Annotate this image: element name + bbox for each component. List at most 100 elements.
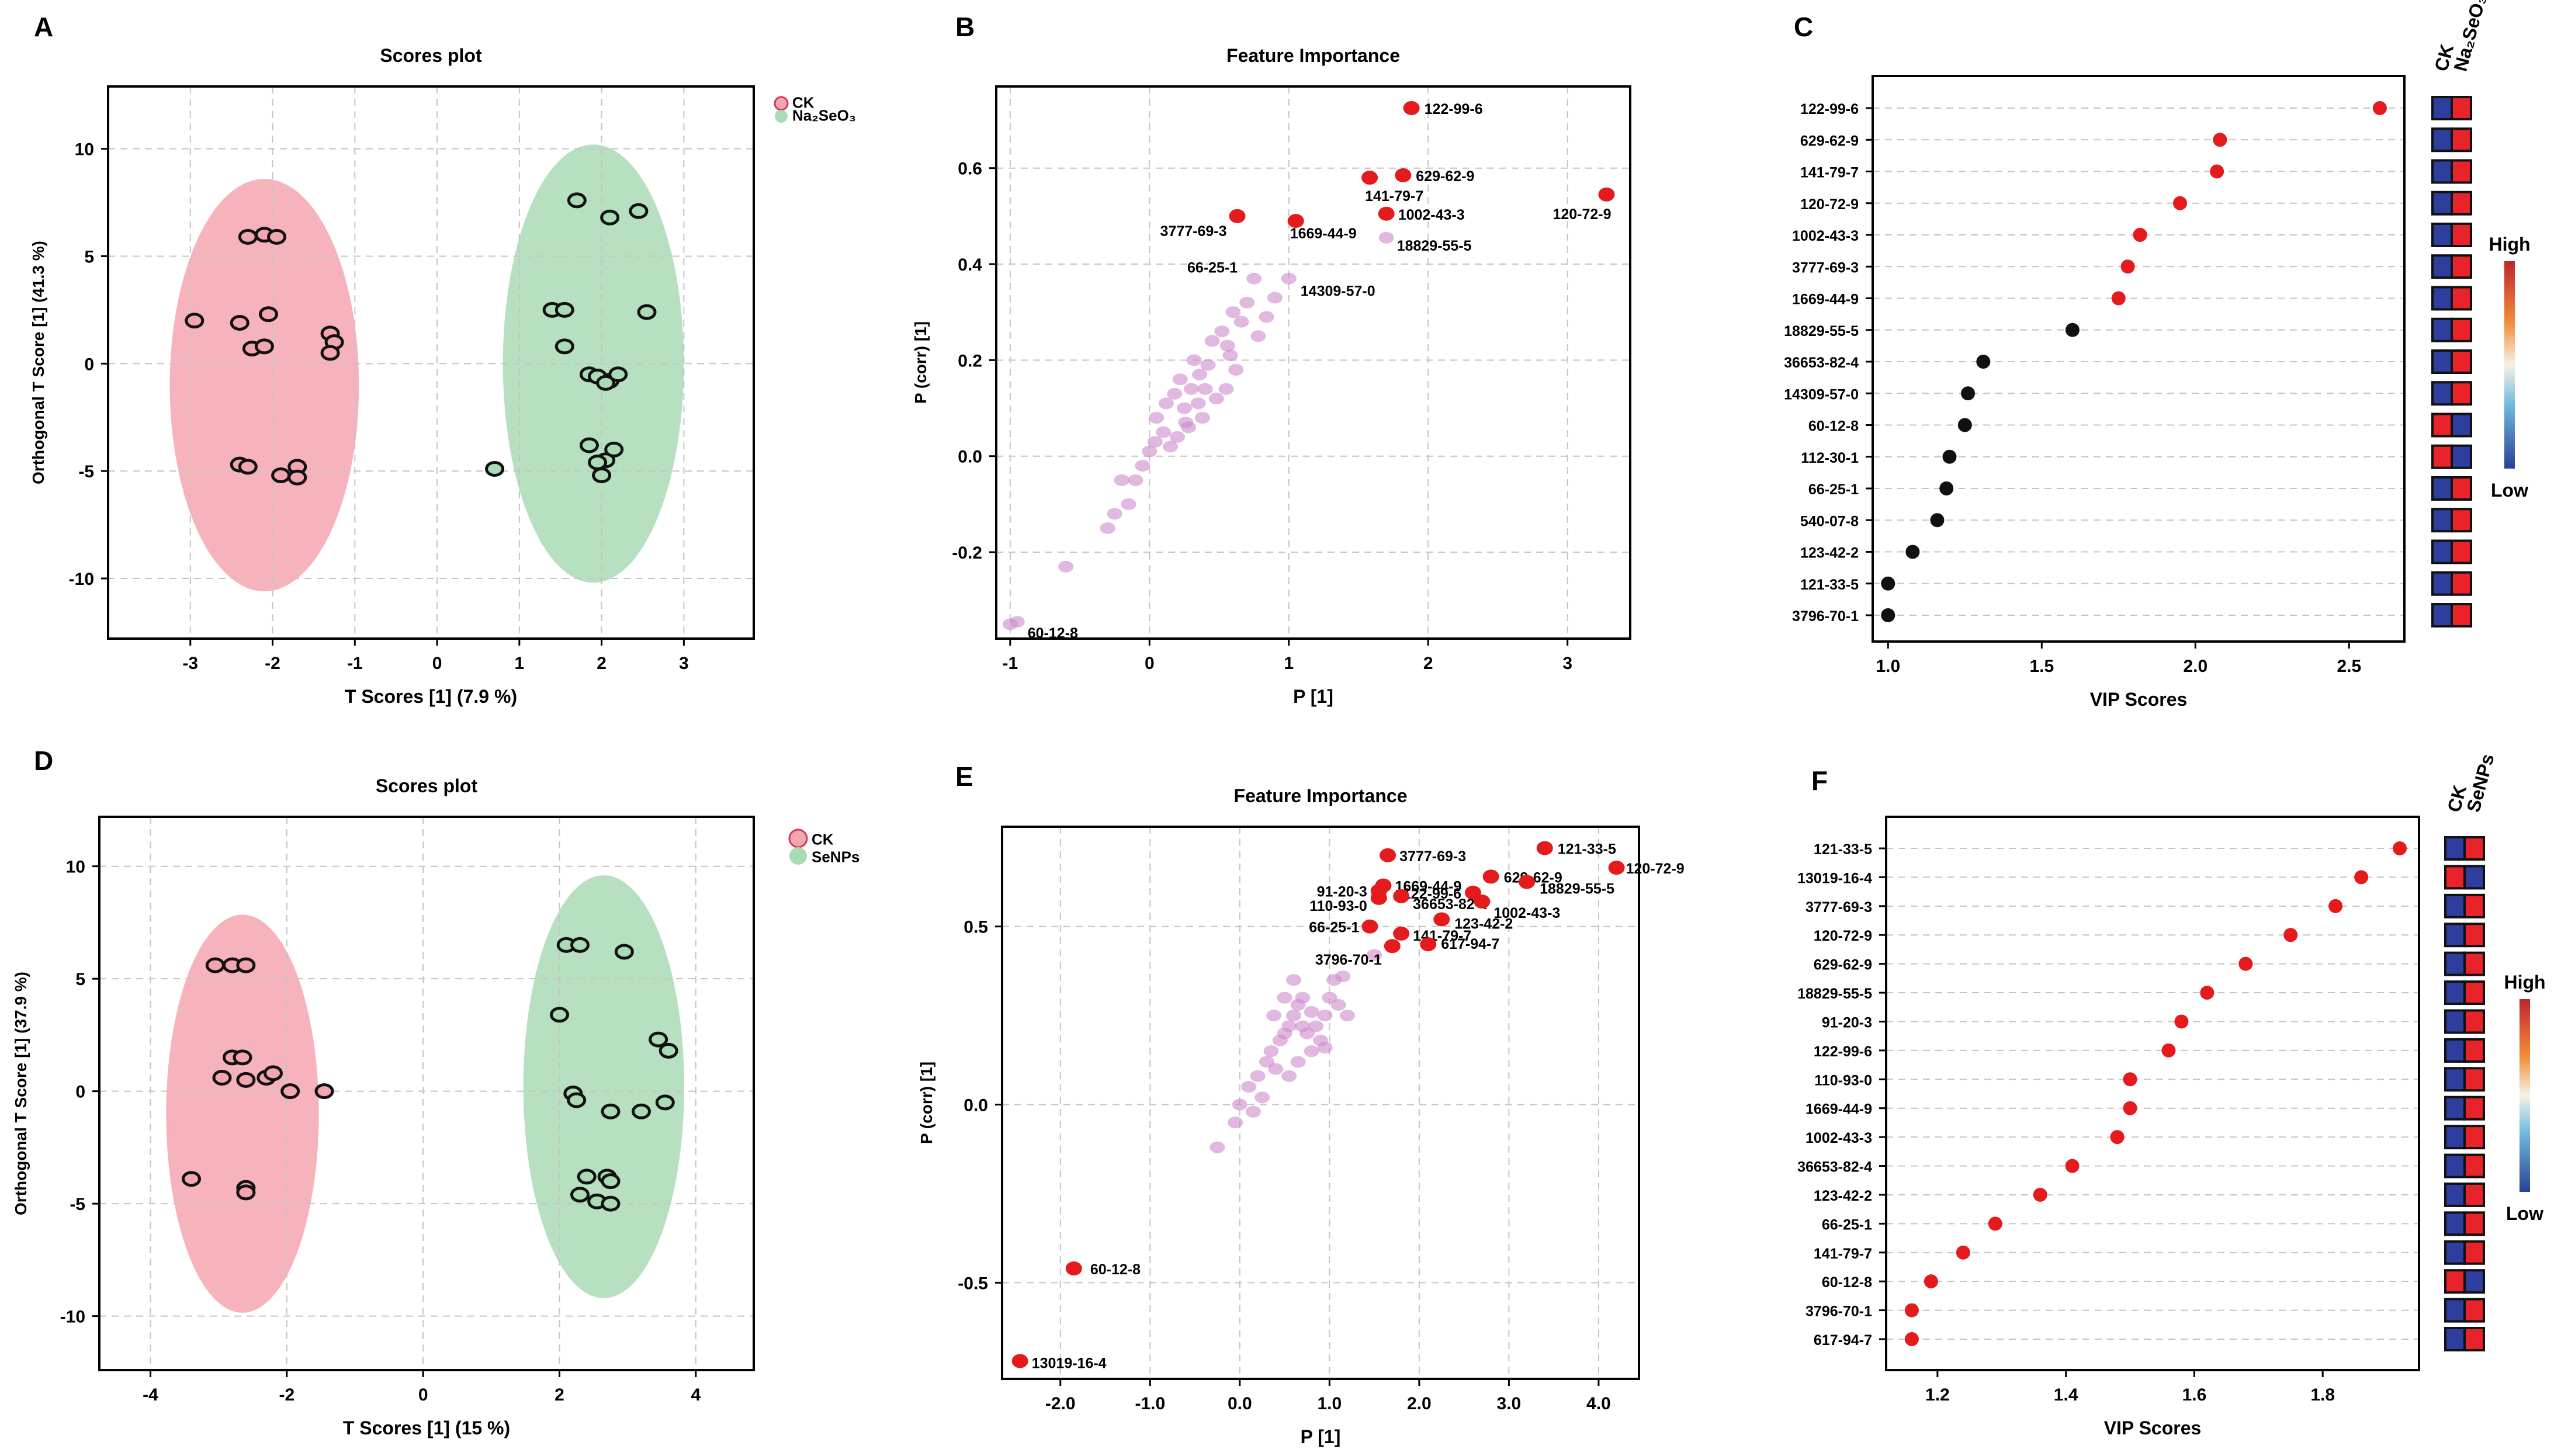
heatmap-cell xyxy=(2463,1327,2485,1351)
x-tick-label: -1.0 xyxy=(1135,1394,1165,1413)
x-tick-label: 0 xyxy=(418,1385,428,1405)
x-tick-label: -1 xyxy=(347,654,363,673)
loading-point xyxy=(1295,1020,1311,1032)
point-label: 66-25-1 xyxy=(1309,920,1359,936)
loading-point xyxy=(1245,1105,1261,1118)
point-label: 120-72-9 xyxy=(1626,861,1685,877)
loading-point xyxy=(1380,848,1396,862)
chart-title: Scores plot xyxy=(380,45,482,66)
heatmap-cell xyxy=(2463,980,2485,1006)
loading-point xyxy=(1241,1081,1257,1093)
score-point xyxy=(236,957,256,973)
heatmap-cell xyxy=(2451,476,2472,501)
y-tick-label: 10 xyxy=(75,140,94,160)
chart-title: Scores plot xyxy=(376,775,478,796)
point-label: 110-93-0 xyxy=(1309,898,1367,914)
loading-point xyxy=(1149,412,1165,424)
heatmap-cell xyxy=(2451,508,2472,533)
loading-point xyxy=(1218,383,1234,395)
confidence-ellipse xyxy=(523,875,684,1298)
x-tick-label: 2 xyxy=(555,1385,564,1405)
point-label: 122-99-6 xyxy=(1403,886,1461,902)
heatmap-cell xyxy=(2451,317,2472,342)
score-point xyxy=(649,1031,668,1048)
vip-point xyxy=(2123,1072,2137,1087)
score-point xyxy=(236,1184,256,1201)
score-point xyxy=(637,304,657,320)
colorbar xyxy=(2504,261,2515,469)
x-axis-label: P [1] xyxy=(1301,1426,1341,1447)
loading-point xyxy=(1225,306,1241,318)
loading-point xyxy=(1194,412,1210,424)
heatmap-cell xyxy=(2451,539,2472,564)
compound-label: 123-42-2 xyxy=(1800,545,1859,561)
compound-label: 1669-44-9 xyxy=(1805,1101,1872,1118)
compound-label: 1002-43-3 xyxy=(1792,228,1859,244)
x-tick-label: 1.4 xyxy=(2054,1385,2078,1405)
loading-point xyxy=(1378,206,1395,221)
x-tick-label: 3.0 xyxy=(1497,1394,1522,1413)
heatmap-cell xyxy=(2451,96,2472,120)
loading-point xyxy=(1281,272,1297,285)
loading-point xyxy=(1200,359,1216,371)
x-tick-label: 2 xyxy=(1423,654,1433,673)
vip-point xyxy=(2111,291,2126,306)
plot-frame xyxy=(995,85,1631,640)
heatmap-column-label: Na₂SeO₃ xyxy=(2449,0,2490,74)
point-label: 617-94-7 xyxy=(1441,936,1499,952)
panel-label: B xyxy=(955,12,975,42)
vip-point xyxy=(2133,228,2147,242)
point-label: 13019-16-4 xyxy=(1032,1356,1107,1372)
loading-point xyxy=(1065,1261,1082,1275)
score-point xyxy=(655,1094,675,1111)
loading-point xyxy=(1142,445,1157,457)
y-axis-label: Orthogonal T Score [1] (37.9 %) xyxy=(12,972,30,1215)
compound-label: 3777-69-3 xyxy=(1805,899,1872,916)
heatmap-cell xyxy=(2451,412,2472,438)
y-tick-label: 5 xyxy=(84,247,94,266)
loading-point xyxy=(1295,992,1311,1004)
heatmap-cell xyxy=(2463,1125,2485,1150)
loading-point xyxy=(1228,363,1244,376)
loading-point xyxy=(1378,231,1394,244)
loading-point xyxy=(1290,1056,1306,1068)
y-tick-label: -5 xyxy=(70,1195,85,1214)
heatmap-cell xyxy=(2451,223,2472,247)
heatmap-cell xyxy=(2444,1125,2466,1150)
heatmap-cell xyxy=(2444,1298,2466,1323)
heatmap-cell xyxy=(2463,1096,2485,1121)
loading-point xyxy=(1433,912,1450,927)
compound-label: 110-93-0 xyxy=(1814,1072,1872,1088)
loading-point xyxy=(1158,397,1174,410)
loading-point xyxy=(1598,187,1615,202)
vip-point xyxy=(1904,1303,1919,1318)
loading-point xyxy=(1403,100,1420,115)
score-point xyxy=(254,338,274,355)
colorbar-low-label: Low xyxy=(2491,480,2528,501)
heatmap-cell xyxy=(2451,349,2472,374)
loading-point xyxy=(1285,974,1301,986)
x-tick-label: 1.2 xyxy=(1925,1385,1950,1405)
score-point xyxy=(550,1007,569,1023)
confidence-ellipse xyxy=(166,914,319,1313)
heatmap-cell xyxy=(2444,1240,2466,1265)
heatmap-cell xyxy=(2431,317,2453,342)
loading-point xyxy=(1250,1070,1266,1082)
panel-label: C xyxy=(1794,12,1813,42)
heatmap-cell xyxy=(2431,381,2453,406)
heatmap-column-label: SeNPs xyxy=(2462,752,2498,814)
score-point xyxy=(601,1173,621,1190)
loading-point xyxy=(1232,1098,1247,1111)
heatmap-cell xyxy=(2431,476,2453,501)
panel-F: 1.2 1.4 1.6 1.8 121-33-5 13019-16-4 3777-69-3 1… xyxy=(1797,752,2545,1438)
score-point xyxy=(567,192,587,209)
vip-point xyxy=(2354,870,2369,885)
compound-label: 121-33-5 xyxy=(1800,577,1859,593)
heatmap-cell xyxy=(2463,1298,2485,1323)
loading-point xyxy=(1204,335,1220,347)
y-axis-label: P (corr) [1] xyxy=(917,1062,935,1144)
score-point xyxy=(659,1042,678,1059)
score-point xyxy=(592,467,612,484)
x-axis-label: T Scores [1] (15 %) xyxy=(343,1417,510,1438)
